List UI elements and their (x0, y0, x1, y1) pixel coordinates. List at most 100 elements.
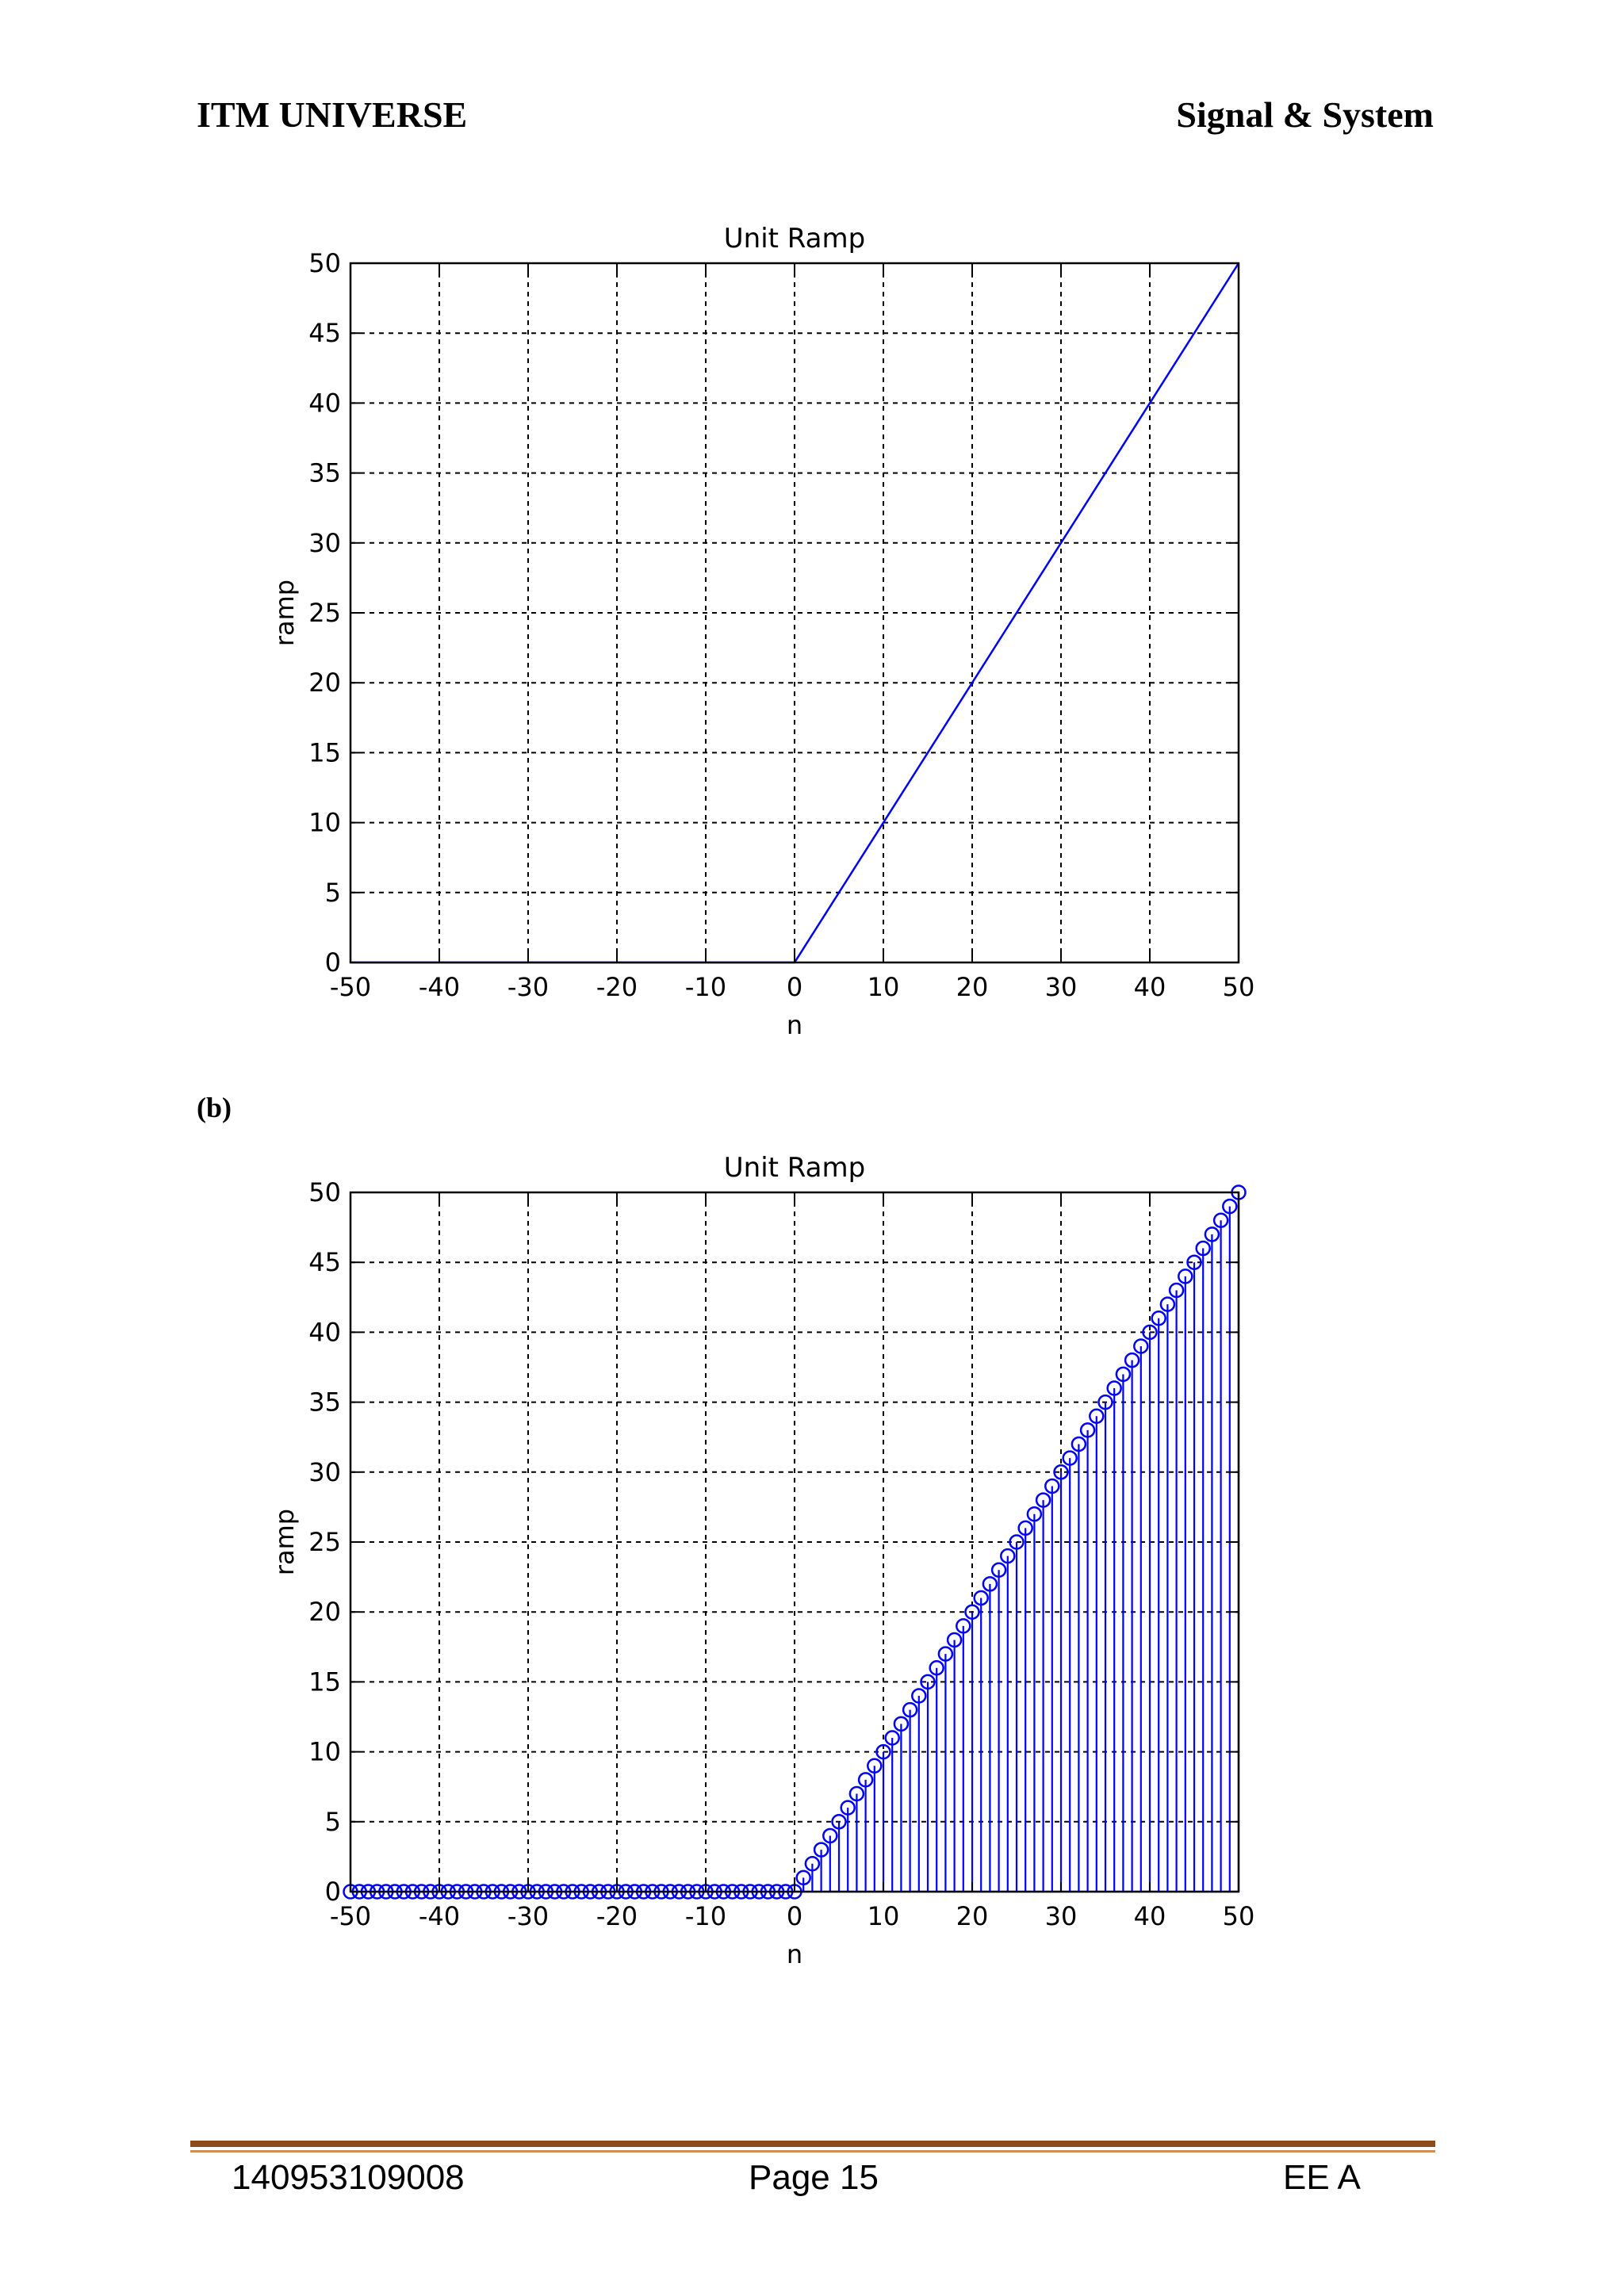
x-axis-label: n (787, 1010, 802, 1040)
stem-marker (1035, 1492, 1051, 1508)
stem-marker (1017, 1520, 1033, 1536)
x-tick-label: 30 (1045, 1901, 1078, 1931)
y-axis-label: ramp (270, 1509, 300, 1575)
footer-page-number: Page 15 (749, 2158, 879, 2197)
stem-marker (822, 1827, 838, 1844)
y-tick-label: 50 (308, 1177, 341, 1207)
x-tick-label: 0 (787, 1901, 802, 1931)
y-tick-label: 40 (308, 388, 341, 418)
y-tick-label: 0 (325, 947, 341, 978)
y-tick-label: 10 (308, 1737, 341, 1767)
stem-marker (946, 1632, 963, 1648)
stem-marker (1106, 1380, 1122, 1396)
stem-marker (1212, 1212, 1229, 1229)
y-tick-label: 30 (308, 1457, 341, 1487)
x-tick-label: -40 (419, 972, 460, 1002)
y-tick-label: 5 (325, 1807, 341, 1837)
x-tick-label: -10 (685, 1901, 726, 1931)
y-tick-label: 35 (308, 1387, 341, 1418)
y-tick-label: 0 (325, 1877, 341, 1907)
stem-marker (973, 1590, 989, 1606)
y-tick-label: 20 (308, 1597, 341, 1627)
stem-marker (795, 1869, 811, 1886)
y-tick-label: 25 (308, 1527, 341, 1557)
stem-marker (1142, 1324, 1158, 1341)
footer-rule-thin (190, 2150, 1435, 2152)
chart-title: Unit Ramp (724, 223, 865, 254)
x-tick-label: -40 (419, 1901, 460, 1931)
stem-marker (848, 1785, 865, 1802)
x-tick-label: 10 (868, 972, 900, 1002)
stem-marker (990, 1562, 1007, 1578)
stem-marker (1222, 1198, 1238, 1215)
stem-marker (902, 1701, 918, 1718)
header-title-left: ITM UNIVERSE (197, 94, 468, 135)
x-tick-label: -30 (508, 972, 549, 1002)
x-tick-label: 0 (787, 972, 802, 1002)
x-axis-label: n (787, 1939, 802, 1969)
x-tick-label: 50 (1223, 1901, 1255, 1931)
stem-marker (857, 1772, 874, 1788)
chart-unit-ramp-continuous: -50 -40 -30 -20 -10 0 10 20 30 40 50 0 5 10 15 20 25 30 35… (270, 223, 1255, 1040)
stem-marker (831, 1814, 847, 1830)
y-tick-label: 15 (308, 1667, 341, 1697)
stem-marker (929, 1660, 944, 1676)
y-tick-label: 45 (308, 318, 341, 348)
stem-marker (1168, 1282, 1185, 1299)
stem-marker (804, 1855, 821, 1872)
stem-marker (982, 1576, 998, 1592)
y-tick-label: 35 (308, 458, 341, 488)
stem-marker (1186, 1254, 1202, 1270)
x-tick-label: -30 (508, 1901, 549, 1931)
stem-marker (1124, 1352, 1140, 1368)
stem-marker (920, 1674, 936, 1690)
y-axis-label: ramp (270, 580, 300, 646)
footer-rule (190, 2141, 1435, 2147)
x-tick-label: 50 (1223, 972, 1255, 1002)
stem-marker (1000, 1548, 1016, 1564)
y-tick-label: 45 (308, 1247, 341, 1277)
x-tick-label: -20 (596, 972, 638, 1002)
x-tick-label: 40 (1134, 972, 1166, 1002)
stem-marker (1151, 1311, 1166, 1326)
y-tick-label: 5 (325, 878, 341, 908)
x-tick-label: 40 (1134, 1901, 1166, 1931)
y-tick-label: 30 (308, 528, 341, 558)
x-tick-label: -20 (596, 1901, 638, 1931)
chart-title: Unit Ramp (724, 1152, 865, 1184)
stem-marker (1159, 1296, 1176, 1312)
x-tick-label: -50 (330, 1901, 371, 1931)
stem-marker (1053, 1464, 1069, 1480)
stem-marker (964, 1604, 980, 1620)
stem-marker (1195, 1240, 1211, 1257)
stem-marker (1062, 1450, 1078, 1466)
x-tick-label: 20 (956, 1901, 989, 1931)
stem-marker (867, 1758, 883, 1774)
stem-marker (893, 1716, 910, 1732)
chart-unit-ramp-stem: -50 -40 -30 -20 -10 0 10 20 30 40 50 0 5 10 15 20 25 30 35… (270, 1152, 1255, 1969)
stem-marker (1009, 1534, 1025, 1550)
x-tick-label: 20 (956, 972, 989, 1002)
footer-enrollment: 140953109008 (232, 2158, 465, 2197)
y-tick-label: 20 (308, 668, 341, 698)
stem-marker (1044, 1478, 1060, 1494)
stem-marker (1133, 1338, 1149, 1354)
stem-marker (1115, 1366, 1132, 1383)
stem-marker (813, 1842, 829, 1858)
y-tick-label: 15 (308, 737, 341, 767)
stem-marker (840, 1800, 856, 1816)
y-tick-label: 25 (308, 598, 341, 628)
stem-marker (1089, 1408, 1105, 1424)
x-tick-label: -50 (330, 972, 371, 1002)
stem-marker (884, 1730, 900, 1746)
stem-marker (1026, 1506, 1043, 1522)
stem-marker (1079, 1422, 1096, 1438)
stem-marker (937, 1646, 954, 1662)
y-tick-label: 50 (308, 248, 341, 278)
x-tick-label: -10 (685, 972, 726, 1002)
footer-class: EE A (1283, 2158, 1361, 2197)
stem-marker (911, 1688, 927, 1704)
stem-marker (1204, 1226, 1220, 1242)
y-tick-label: 40 (308, 1317, 341, 1347)
y-tick-label: 10 (308, 808, 341, 838)
